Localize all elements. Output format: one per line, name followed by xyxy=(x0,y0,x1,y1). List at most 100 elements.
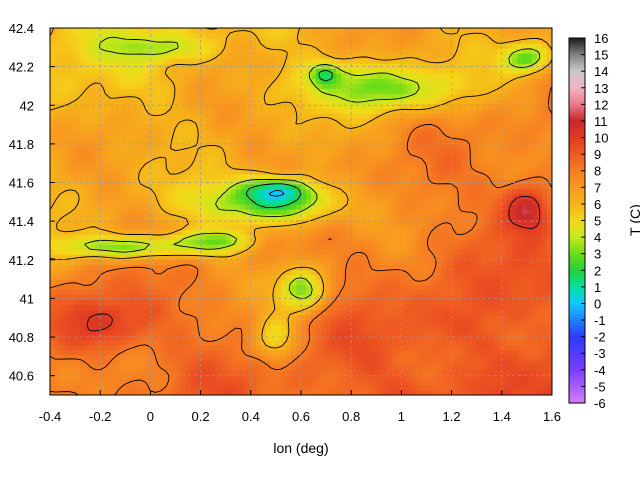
heatmap-cell xyxy=(215,304,222,311)
heatmap-cell xyxy=(290,219,297,225)
heatmap-cell xyxy=(180,369,187,376)
heatmap-cell xyxy=(346,299,352,306)
heatmap-cell xyxy=(411,224,418,230)
heatmap-cell xyxy=(541,254,548,260)
heatmap-cell xyxy=(285,178,292,185)
heatmap-cell xyxy=(416,289,423,296)
heatmap-cell xyxy=(130,384,136,391)
heatmap-cell xyxy=(331,369,337,376)
heatmap-cell xyxy=(60,259,66,265)
heatmap-cell xyxy=(215,359,222,366)
heatmap-cell xyxy=(306,163,312,170)
heatmap-cell xyxy=(290,319,297,326)
heatmap-cell xyxy=(120,198,126,205)
heatmap-cell xyxy=(331,289,337,296)
heatmap-cell xyxy=(180,254,187,260)
heatmap-cell xyxy=(351,294,357,301)
heatmap-cell xyxy=(421,178,428,185)
heatmap-cell xyxy=(85,183,91,190)
heatmap-cell xyxy=(531,359,538,366)
heatmap-cell xyxy=(125,309,131,316)
heatmap-cell xyxy=(476,339,483,346)
heatmap-cell xyxy=(145,334,151,341)
heatmap-cell xyxy=(225,203,232,210)
heatmap-cell xyxy=(200,148,207,155)
heatmap-cell xyxy=(356,183,362,190)
heatmap-cell xyxy=(486,339,493,346)
heatmap-cell xyxy=(531,379,538,386)
heatmap-cell xyxy=(145,229,151,235)
heatmap-cell xyxy=(290,334,297,341)
heatmap-cell xyxy=(275,158,282,165)
heatmap-cell xyxy=(275,193,282,200)
heatmap-cell xyxy=(321,319,327,326)
heatmap-cell xyxy=(461,304,468,311)
heatmap-cell xyxy=(501,389,508,395)
heatmap-cell xyxy=(306,178,312,185)
heatmap-cell xyxy=(351,289,357,296)
heatmap-cell xyxy=(105,389,111,395)
heatmap-cell xyxy=(481,183,488,190)
heatmap-cell xyxy=(290,369,297,376)
heatmap-cell xyxy=(60,244,66,250)
heatmap-cell xyxy=(130,324,136,331)
heatmap-cell xyxy=(180,284,187,291)
heatmap-cell xyxy=(411,153,418,160)
heatmap-cell xyxy=(366,143,372,150)
heatmap-cell xyxy=(516,304,523,311)
heatmap-cell xyxy=(511,269,518,275)
heatmap-cell xyxy=(336,304,342,311)
heatmap-cell xyxy=(95,329,101,336)
heatmap-cell xyxy=(105,224,111,230)
heatmap-cell xyxy=(471,239,478,245)
heatmap-cell xyxy=(516,188,523,195)
heatmap-cell xyxy=(311,183,317,190)
heatmap-cell xyxy=(416,284,423,291)
heatmap-cell xyxy=(471,173,478,180)
heatmap-cell xyxy=(311,193,317,200)
heatmap-cell xyxy=(406,188,413,195)
heatmap-cell xyxy=(80,239,86,245)
heatmap-cell xyxy=(200,284,207,291)
heatmap-cell xyxy=(536,354,543,361)
heatmap-cell xyxy=(456,143,463,150)
heatmap-cell xyxy=(210,309,217,316)
heatmap-cell xyxy=(105,294,111,301)
heatmap-cell xyxy=(130,198,136,205)
heatmap-cell xyxy=(80,143,86,150)
heatmap-cell xyxy=(346,234,352,240)
heatmap-cell xyxy=(85,389,91,395)
heatmap-cell xyxy=(240,274,247,280)
heatmap-cell xyxy=(331,168,337,175)
heatmap-cell xyxy=(466,193,473,200)
heatmap-cell xyxy=(516,374,523,381)
heatmap-cell xyxy=(80,294,86,301)
heatmap-cell xyxy=(110,219,116,225)
heatmap-cell xyxy=(316,234,322,240)
heatmap-cell xyxy=(441,224,448,230)
heatmap-cell xyxy=(481,259,488,265)
heatmap-cell xyxy=(145,234,151,240)
heatmap-cell xyxy=(321,183,327,190)
heatmap-cell xyxy=(321,384,327,391)
heatmap-cell xyxy=(125,314,131,321)
heatmap-cell xyxy=(215,339,222,346)
heatmap-cell xyxy=(270,279,277,285)
heatmap-cell xyxy=(391,374,397,381)
heatmap-cell xyxy=(160,163,167,170)
heatmap-cell xyxy=(220,219,227,225)
heatmap-cell xyxy=(441,339,448,346)
heatmap-cell xyxy=(391,153,397,160)
heatmap-cell xyxy=(255,158,262,165)
heatmap-cell xyxy=(301,198,307,205)
heatmap-cell xyxy=(170,208,177,215)
heatmap-cell xyxy=(55,379,61,386)
heatmap-cell xyxy=(160,314,167,321)
heatmap-cell xyxy=(306,259,312,265)
heatmap-cell xyxy=(90,319,96,326)
heatmap-cell xyxy=(431,188,438,195)
heatmap-cell xyxy=(110,349,116,356)
heatmap-cell xyxy=(150,229,157,235)
heatmap-cell xyxy=(105,178,111,185)
heatmap-cell xyxy=(175,354,182,361)
